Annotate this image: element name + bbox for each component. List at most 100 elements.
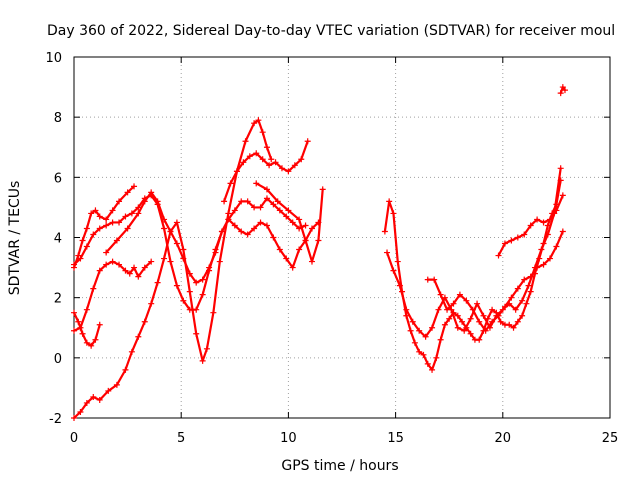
data-point [257, 219, 264, 226]
data-point [480, 312, 487, 319]
data-point [124, 189, 131, 196]
series-sat-e [71, 192, 309, 313]
data-point [381, 228, 388, 235]
data-point [180, 297, 187, 304]
data-point [422, 333, 429, 340]
data-point [83, 225, 90, 232]
y-tick-label: 6 [54, 171, 62, 186]
data-point [79, 237, 86, 244]
data-point [141, 198, 148, 205]
data-point [92, 207, 99, 214]
y-tick-label: 4 [54, 232, 62, 247]
data-point [489, 318, 496, 325]
data-point [463, 297, 470, 304]
data-point [296, 246, 303, 253]
x-tick-label: 5 [177, 431, 185, 446]
data-point [122, 366, 129, 373]
data-point [186, 306, 193, 313]
data-point [225, 210, 232, 217]
data-point [394, 258, 401, 265]
data-point [88, 342, 95, 349]
data-point [424, 360, 431, 367]
data-point [514, 234, 521, 241]
data-point [538, 246, 545, 253]
data-point [553, 243, 560, 250]
data-point [227, 180, 234, 187]
data-point [289, 264, 296, 271]
series-line [426, 230, 564, 332]
data-point [437, 336, 444, 343]
data-point [251, 225, 258, 232]
data-point [508, 237, 515, 244]
series-sat-l [495, 192, 566, 259]
data-point [411, 339, 418, 346]
data-point [263, 186, 270, 193]
data-point [135, 333, 142, 340]
data-point [103, 216, 110, 223]
x-tick-label: 15 [387, 431, 404, 446]
data-point [454, 324, 461, 331]
data-point [446, 315, 453, 322]
data-point [467, 315, 474, 322]
data-point [109, 258, 116, 265]
data-point [180, 246, 187, 253]
data-point [83, 339, 90, 346]
data-point [396, 282, 403, 289]
series-sat-d [71, 183, 138, 271]
data-point [461, 327, 468, 334]
data-point [456, 291, 463, 298]
data-point [268, 156, 275, 163]
x-axis-label: GPS time / hours [281, 458, 398, 474]
data-point [161, 225, 168, 232]
series-line [383, 179, 562, 371]
data-point [253, 180, 260, 187]
y-tick-label: 8 [54, 111, 62, 126]
data-point [519, 297, 526, 304]
data-point [199, 291, 206, 298]
data-point [263, 195, 270, 202]
data-point [272, 159, 279, 166]
data-point [90, 285, 97, 292]
data-point [238, 198, 245, 205]
data-point [469, 306, 476, 313]
grid-lines [74, 57, 610, 418]
data-point [203, 345, 210, 352]
data-point [519, 312, 526, 319]
y-axis-ticks: -2 0 2 4 6 8 10 [45, 51, 610, 427]
data-point [546, 216, 553, 223]
series-sat-b [71, 309, 103, 349]
data-point [319, 186, 326, 193]
data-point [193, 279, 200, 286]
data-point [559, 84, 566, 91]
data-point [186, 270, 193, 277]
data-point [167, 258, 174, 265]
data-point [291, 162, 298, 169]
data-point [173, 240, 180, 247]
series-line [72, 260, 153, 332]
data-point [90, 231, 97, 238]
data-point [225, 216, 232, 223]
data-point [109, 219, 116, 226]
data-point [79, 330, 86, 337]
data-point [270, 201, 277, 208]
data-point [274, 198, 281, 205]
data-point [416, 348, 423, 355]
data-point [83, 399, 90, 406]
data-point [390, 210, 397, 217]
data-point [495, 312, 502, 319]
data-point [116, 261, 123, 268]
data-point [141, 318, 148, 325]
data-point [148, 189, 155, 196]
x-tick-label: 20 [495, 431, 512, 446]
data-point [476, 336, 483, 343]
y-tick-label: 10 [45, 51, 62, 66]
data-point [167, 228, 174, 235]
data-point [506, 321, 513, 328]
data-point [525, 282, 532, 289]
data-point [212, 249, 219, 256]
data-point [128, 210, 135, 217]
data-point [103, 261, 110, 268]
data-point [186, 288, 193, 295]
data-point [122, 267, 129, 274]
data-point [403, 306, 410, 313]
